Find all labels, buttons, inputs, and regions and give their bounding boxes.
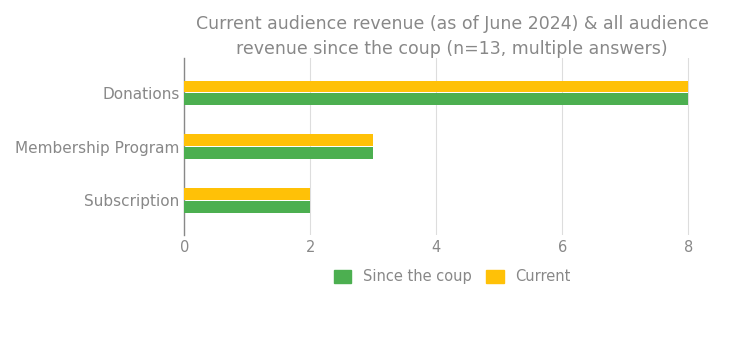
Bar (184, 201, 310, 213)
Bar (184, 147, 373, 159)
Bar (184, 188, 310, 200)
Legend: Since the coup, Current: Since the coup, Current (334, 270, 570, 284)
Bar (184, 81, 689, 93)
Bar (184, 94, 689, 105)
Bar (184, 134, 373, 146)
Title: Current audience revenue (as of June 2024) & all audience
revenue since the coup: Current audience revenue (as of June 202… (196, 15, 709, 58)
